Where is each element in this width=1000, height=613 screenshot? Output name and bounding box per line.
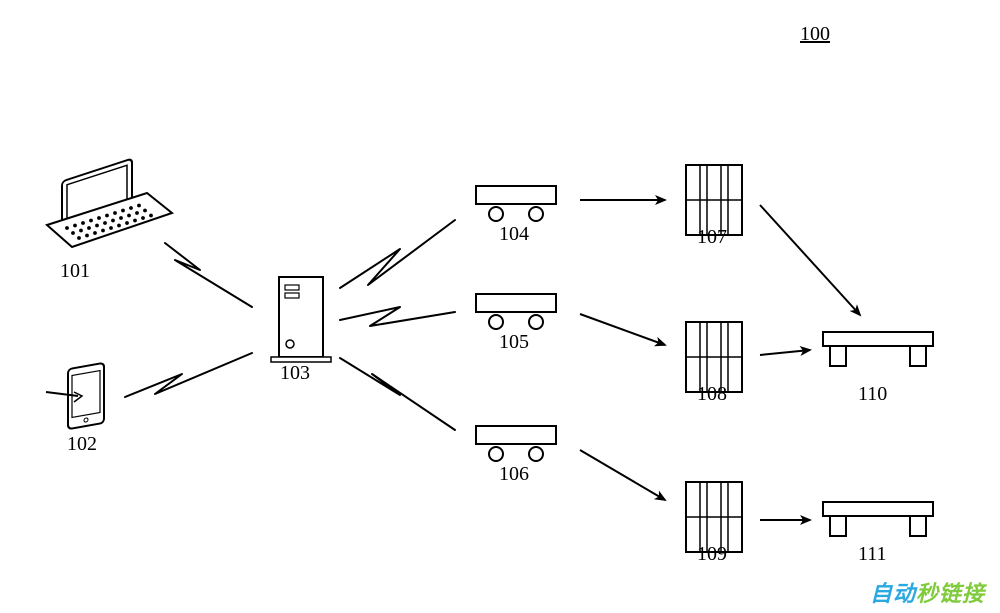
table1-icon bbox=[823, 332, 933, 366]
shelf3-label: 109 bbox=[697, 543, 727, 565]
arrow bbox=[760, 350, 810, 355]
shelf2-icon bbox=[686, 322, 742, 392]
laptop-icon bbox=[47, 159, 172, 247]
server-label: 103 bbox=[280, 362, 310, 384]
watermark: 自动秒链接 bbox=[870, 576, 985, 608]
wireless-link bbox=[165, 243, 252, 307]
figure-id: 100 bbox=[800, 23, 830, 45]
cart2-label: 105 bbox=[499, 331, 529, 353]
arrow bbox=[580, 450, 665, 500]
arrow bbox=[580, 314, 665, 345]
wireless-link bbox=[340, 358, 455, 430]
server-icon bbox=[271, 277, 331, 362]
phone-label: 102 bbox=[67, 433, 97, 455]
shelf1-label: 107 bbox=[697, 226, 727, 248]
wireless-link bbox=[340, 307, 455, 326]
shelf2-label: 108 bbox=[697, 383, 727, 405]
wireless-link bbox=[340, 220, 455, 288]
shelf3-icon bbox=[686, 482, 742, 552]
cart3-label: 106 bbox=[499, 463, 529, 485]
cart3-icon bbox=[476, 426, 556, 461]
arrow bbox=[760, 205, 860, 315]
table2-icon bbox=[823, 502, 933, 536]
cart1-label: 104 bbox=[499, 223, 529, 245]
laptop-label: 101 bbox=[60, 260, 90, 282]
phone-icon bbox=[46, 363, 104, 429]
cart2-icon bbox=[476, 294, 556, 329]
watermark-part1: 自动 bbox=[870, 581, 916, 606]
table1-label: 110 bbox=[858, 383, 887, 405]
shelf1-icon bbox=[686, 165, 742, 235]
wireless-link bbox=[125, 353, 252, 397]
watermark-part2: 秒链接 bbox=[916, 581, 985, 606]
table2-label: 111 bbox=[858, 543, 887, 565]
cart1-icon bbox=[476, 186, 556, 221]
